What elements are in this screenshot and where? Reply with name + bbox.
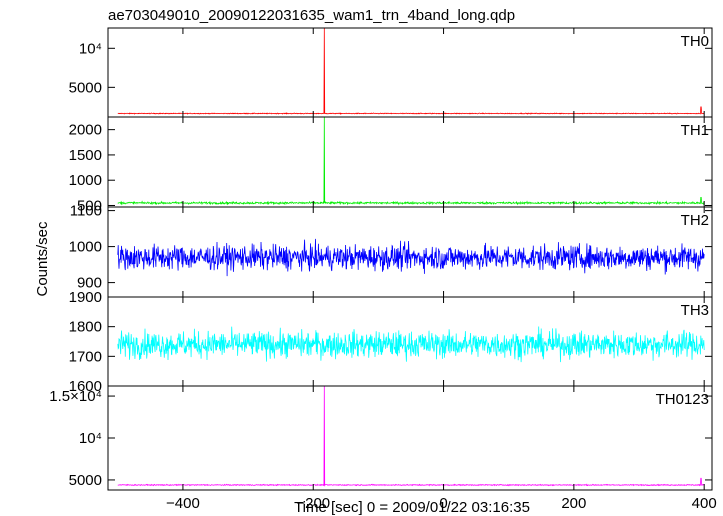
panel-frame <box>107 116 713 208</box>
x-tick-label: 0 <box>439 495 447 512</box>
x-tick-label: 200 <box>561 495 586 512</box>
series-line-th1 <box>117 117 705 206</box>
panel-th2: 900 1000 1100 TH2 <box>69 203 713 298</box>
y-tick-label: 10⁴ <box>79 430 102 447</box>
y-tick-label: 1100 <box>70 203 102 220</box>
panel-th1: 500 1000 1500 2000 TH1 <box>69 116 713 214</box>
x-tick-label: 400 <box>692 495 717 512</box>
y-tick-label: 900 <box>77 275 102 292</box>
series-line-th2 <box>117 238 705 277</box>
y-tick-label: 5000 <box>69 79 102 96</box>
panel-th3: 1600 1700 1800 1900 TH3 <box>69 289 713 395</box>
y-tick-label: 1000 <box>69 239 102 256</box>
y-tick-label: 5000 <box>69 472 102 489</box>
panel-th0: 5000 10⁴ TH0 <box>69 27 713 118</box>
y-tick-label: 1800 <box>69 319 102 336</box>
series-line-th0123 <box>117 386 705 487</box>
chart-title: ae703049010_20090122031635_wam1_trn_4ban… <box>108 7 515 24</box>
y-tick-label: 2000 <box>69 122 102 139</box>
y-tick-label: 10⁴ <box>79 40 102 57</box>
panel-label: TH0123 <box>656 391 709 408</box>
x-axis-label: Time [sec] 0 = 2009/01/22 03:16:35 <box>294 499 530 516</box>
x-tick-label: −200 <box>296 495 330 512</box>
panel-label: TH0 <box>681 33 709 50</box>
y-tick-label: 1500 <box>69 147 102 164</box>
x-tick-label: −400 <box>166 495 200 512</box>
panel-frame <box>107 385 713 491</box>
y-tick-label: 1000 <box>69 172 102 189</box>
panel-label: TH2 <box>681 212 709 229</box>
panel-label: TH1 <box>681 122 709 139</box>
series-line-th0 <box>117 28 705 115</box>
panel-th0123: 5000 10⁴ 1.5×10⁴ TH0123 <box>49 385 713 491</box>
y-tick-label: 1700 <box>69 348 102 365</box>
y-tick-label: 1900 <box>69 289 102 306</box>
panel-frame <box>107 27 713 118</box>
y-tick-label: 1600 <box>69 378 102 395</box>
series-line-th3 <box>117 326 705 363</box>
y-axis-label: Counts/sec <box>34 221 51 297</box>
y-tick-label: 500 <box>77 197 102 214</box>
panel-label: TH3 <box>681 302 709 319</box>
y-tick-label: 1.5×10⁴ <box>49 388 102 405</box>
